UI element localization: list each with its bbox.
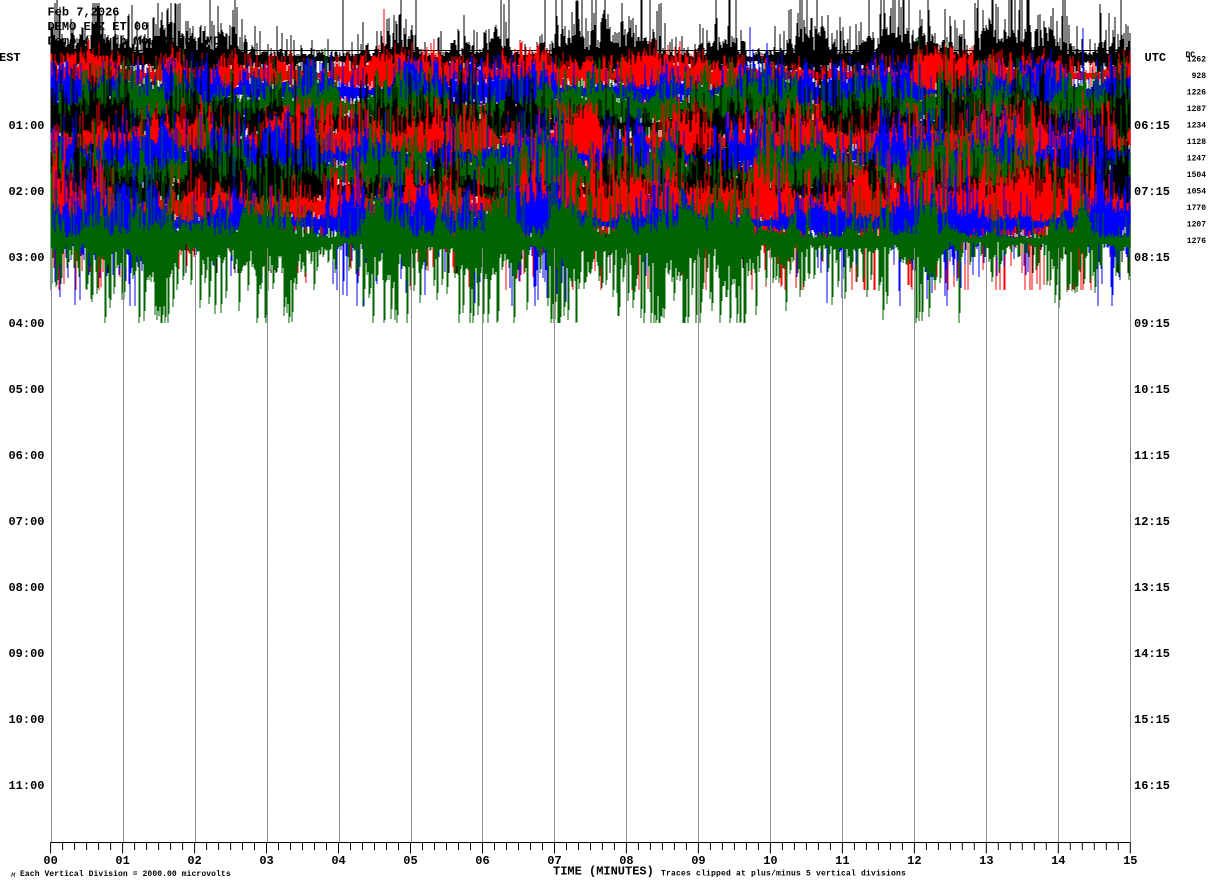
- svg-text:13:15: 13:15: [1134, 581, 1170, 595]
- svg-text:08:00: 08:00: [8, 581, 44, 595]
- svg-text:05: 05: [403, 854, 417, 868]
- svg-text:UTC: UTC: [1145, 51, 1167, 65]
- svg-text:14: 14: [1051, 854, 1065, 868]
- svg-text:10:15: 10:15: [1134, 383, 1170, 397]
- svg-text:1287: 1287: [1187, 105, 1206, 114]
- svg-text:1276: 1276: [1187, 237, 1206, 246]
- svg-text:07:00: 07:00: [8, 515, 44, 529]
- svg-text:1207: 1207: [1187, 221, 1206, 230]
- svg-text:08:15: 08:15: [1134, 251, 1170, 265]
- svg-text:04:00: 04:00: [8, 317, 44, 331]
- svg-text:TIME (MINUTES): TIME (MINUTES): [553, 864, 654, 878]
- svg-text:Traces clipped at plus/minus 5: Traces clipped at plus/minus 5 vertical …: [661, 869, 906, 878]
- svg-text:1504: 1504: [1187, 171, 1206, 180]
- svg-text:10:00: 10:00: [8, 713, 44, 727]
- svg-text:1770: 1770: [1187, 204, 1206, 213]
- svg-text:12:15: 12:15: [1134, 515, 1170, 529]
- svg-text:11: 11: [835, 854, 849, 868]
- svg-text:13: 13: [979, 854, 993, 868]
- svg-text:12: 12: [907, 854, 921, 868]
- svg-text:07:15: 07:15: [1134, 185, 1170, 199]
- svg-text:1054: 1054: [1187, 188, 1206, 197]
- svg-text:Feb 7,2026: Feb 7,2026: [48, 5, 120, 19]
- svg-text:Each Vertical Division = 2000.: Each Vertical Division = 2000.00 microvo…: [20, 870, 231, 879]
- svg-text:1247: 1247: [1187, 155, 1206, 164]
- svg-text:15:15: 15:15: [1134, 713, 1170, 727]
- svg-text:07: 07: [547, 854, 561, 868]
- svg-text:M: M: [11, 873, 16, 881]
- svg-text:06:00: 06:00: [8, 449, 44, 463]
- svg-text:1234: 1234: [1187, 122, 1206, 131]
- svg-text:1128: 1128: [1187, 138, 1206, 147]
- svg-text:03: 03: [259, 854, 273, 868]
- svg-text:09:15: 09:15: [1134, 317, 1170, 331]
- svg-text:11:00: 11:00: [8, 779, 44, 793]
- svg-text:02: 02: [187, 854, 201, 868]
- svg-text:03:00: 03:00: [8, 251, 44, 265]
- svg-text:05:00: 05:00: [8, 383, 44, 397]
- svg-text:11:15: 11:15: [1134, 449, 1170, 463]
- svg-text:00: 00: [43, 854, 57, 868]
- svg-text:08: 08: [619, 854, 633, 868]
- svg-text:14:15: 14:15: [1134, 647, 1170, 661]
- svg-text:09: 09: [691, 854, 705, 868]
- svg-text:1226: 1226: [1187, 89, 1206, 98]
- svg-text:01:00: 01:00: [8, 119, 44, 133]
- svg-text:EST: EST: [0, 51, 21, 65]
- svg-text:10: 10: [763, 854, 777, 868]
- svg-text:16:15: 16:15: [1134, 779, 1170, 793]
- svg-text:06:15: 06:15: [1134, 119, 1170, 133]
- svg-text:09:00: 09:00: [8, 647, 44, 661]
- svg-text:01: 01: [115, 854, 129, 868]
- svg-text:DC: DC: [1186, 51, 1196, 60]
- svg-text:04: 04: [331, 854, 345, 868]
- svg-text:06: 06: [475, 854, 489, 868]
- svg-text:15: 15: [1123, 854, 1137, 868]
- svg-text:02:00: 02:00: [8, 185, 44, 199]
- svg-text:1262: 1262: [1187, 56, 1206, 65]
- svg-text:928: 928: [1192, 72, 1207, 81]
